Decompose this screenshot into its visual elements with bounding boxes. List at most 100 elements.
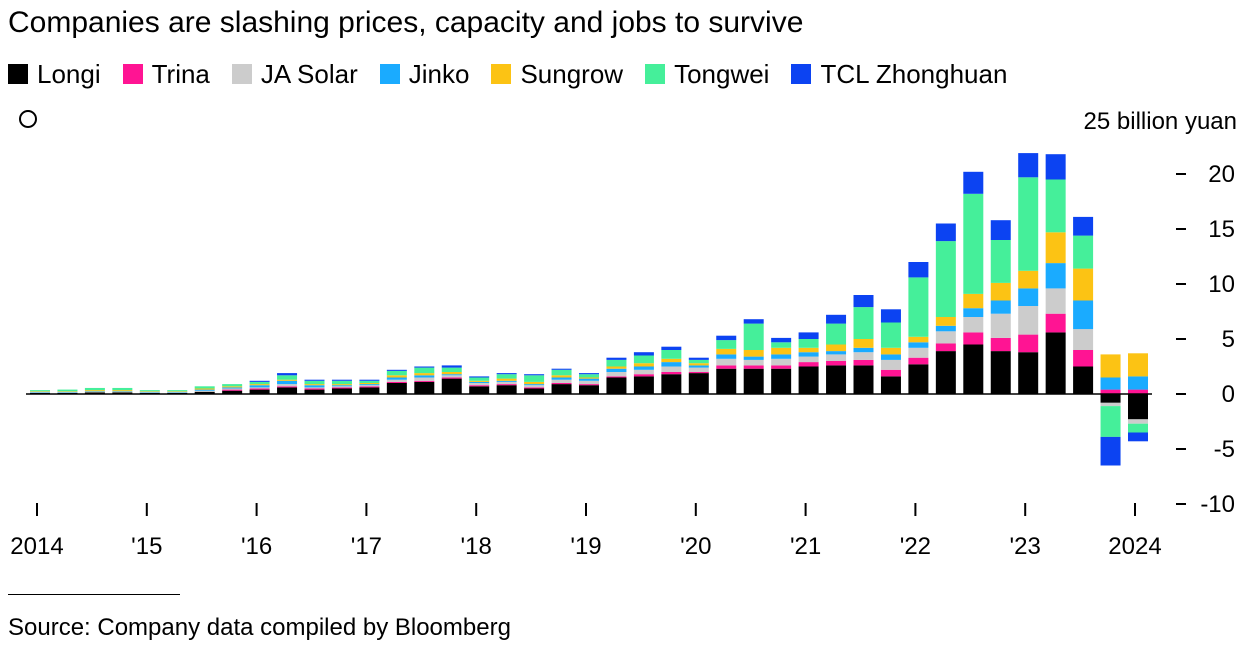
bar-sungrow-6	[194, 388, 215, 390]
bar-tcl-zhonghuan-28	[798, 332, 819, 339]
bar-trina-26	[743, 365, 764, 369]
bar-longi-8	[249, 389, 270, 394]
bar-trina-23	[661, 372, 682, 375]
bar-longi-26	[743, 368, 764, 394]
bar-trina-13	[386, 381, 407, 383]
bar-sungrow-14	[414, 373, 435, 376]
bar-jinko-40	[1128, 376, 1148, 390]
bar-tongwei-6	[194, 386, 215, 389]
bar-ja-solar-3	[112, 391, 133, 393]
bar-sungrow-12	[359, 383, 380, 385]
bar-sungrow-10	[304, 384, 325, 386]
bar-ja-solar-37	[1045, 288, 1066, 314]
bar-trina-35	[990, 337, 1011, 352]
bar-sungrow-1	[57, 391, 78, 392]
bar-ja-solar-24	[688, 367, 709, 372]
bar-tcl-zhonghuan-17	[496, 373, 517, 375]
x-tick-label: '22	[900, 533, 931, 560]
bar-sungrow-37	[1045, 232, 1066, 264]
bar-tcl-zhonghuan-15	[441, 365, 462, 368]
bar-longi-25	[716, 368, 737, 394]
bar-tcl-zhonghuan-32	[908, 262, 929, 278]
bar-trina-30	[853, 359, 874, 366]
bar-tongwei-9	[277, 375, 298, 380]
bar-ja-solar-33	[935, 331, 956, 344]
bar-trina-40	[1128, 389, 1148, 394]
x-axis: 2014 '15 '16 '17 '18 '19 '20 '21 '22 '23 2024	[10, 503, 1162, 560]
bar-jinko-14	[414, 375, 435, 378]
bar-sungrow-15	[441, 372, 462, 375]
bar-trina-34	[963, 332, 984, 345]
bar-sungrow-2	[84, 390, 105, 392]
bar-longi-14	[414, 381, 435, 394]
bar-longi-7	[222, 390, 243, 394]
x-tick-label: '20	[680, 533, 711, 560]
legend-label-tcl-zhonghuan: TCL Zhonghuan	[820, 59, 1008, 89]
bar-longi-18	[524, 388, 545, 394]
bar-tongwei-15	[441, 367, 462, 372]
bar-longi-36	[1018, 352, 1039, 394]
bar-tcl-zhonghuan-14	[414, 366, 435, 368]
bar-jinko-35	[990, 300, 1011, 314]
bar-trina-17	[496, 384, 517, 386]
bar-tongwei-38	[1073, 235, 1094, 269]
bar-ja-solar-18	[524, 385, 545, 388]
bar-jinko-13	[386, 377, 407, 380]
bar-jinko-1	[57, 391, 78, 393]
legend-swatch-tongwei	[645, 64, 666, 84]
bar-longi-33	[935, 351, 956, 394]
legend-label-longi: Longi	[37, 59, 101, 89]
bar-tcl-zhonghuan-10	[304, 379, 325, 381]
bar-jinko-12	[359, 384, 380, 386]
bar-tongwei-32	[908, 277, 929, 337]
legend-label-tongwei: Tongwei	[674, 59, 770, 89]
bar-tongwei-19	[551, 369, 572, 376]
bar-longi-32	[908, 364, 929, 394]
bar-ja-solar-39	[1100, 402, 1121, 407]
bar-trina-32	[908, 357, 929, 365]
bar-sungrow-28	[798, 347, 819, 353]
bar-tongwei-14	[414, 367, 435, 374]
bar-ja-solar-16	[469, 383, 490, 386]
bar-tcl-zhonghuan-31	[880, 309, 901, 323]
bar-longi-23	[661, 374, 682, 394]
bar-longi-16	[469, 386, 490, 394]
bar-sungrow-16	[469, 380, 490, 382]
bar-ja-solar-8	[249, 387, 270, 389]
bar-trina-14	[414, 380, 435, 382]
bar-tcl-zhonghuan-37	[1045, 154, 1066, 180]
bar-tongwei-20	[579, 374, 599, 378]
bar-tongwei-29	[826, 323, 847, 345]
bar-ja-solar-19	[551, 379, 572, 383]
bar-tcl-zhonghuan-26	[743, 319, 764, 324]
legend-item-jinko: Jinko	[379, 59, 469, 89]
bar-jinko-5	[167, 391, 188, 393]
bar-trina-39	[1100, 389, 1121, 394]
bar-longi-6	[194, 391, 215, 394]
bar-tcl-zhonghuan-27	[771, 337, 792, 343]
legend-label-sungrow: Sungrow	[520, 59, 624, 89]
bar-sungrow-30	[853, 339, 874, 348]
legend-swatch-sungrow	[491, 64, 512, 84]
legend-item-tongwei: Tongwei	[645, 59, 769, 89]
bar-longi-10	[304, 389, 325, 394]
bar-longi-3	[112, 392, 133, 394]
bar-trina-12	[359, 386, 380, 388]
bar-jinko-16	[469, 381, 490, 383]
bar-jinko-17	[496, 380, 517, 382]
bar-ja-solar-21	[606, 372, 627, 377]
bar-tongwei-0	[30, 390, 50, 392]
bar-longi-40	[1128, 394, 1148, 420]
bar-jinko-8	[249, 385, 270, 388]
bar-tongwei-23	[661, 350, 682, 359]
x-tick-label: '23	[1010, 533, 1041, 560]
legend-item-sungrow: Sungrow	[491, 59, 623, 89]
bar-ja-solar-23	[661, 366, 682, 372]
bar-ja-solar-6	[194, 390, 215, 392]
bar-sungrow-26	[743, 350, 764, 357]
bar-tcl-zhonghuan-30	[853, 295, 874, 308]
bar-tongwei-1	[57, 389, 78, 392]
bar-tongwei-13	[386, 370, 407, 376]
bar-ja-solar-22	[633, 369, 654, 375]
legend-swatch-longi	[8, 64, 28, 84]
